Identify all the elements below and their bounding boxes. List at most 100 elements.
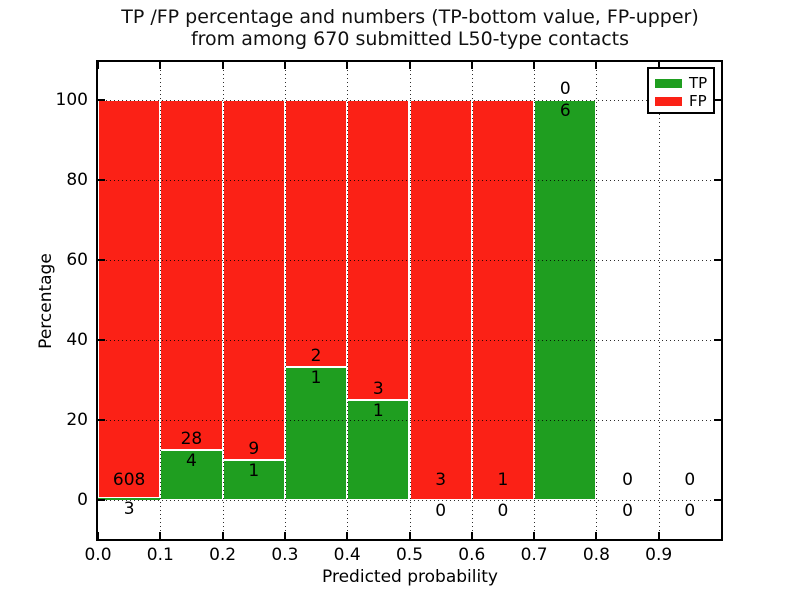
chart-title-line1: TP /FP percentage and numbers (TP-bottom… (121, 6, 699, 28)
tp-legend-swatch (655, 78, 682, 88)
x-tick-mark (409, 62, 411, 69)
bar-segment-fp (222, 100, 285, 460)
gridline-horizontal (98, 500, 721, 501)
fp-count-label: 608 (112, 470, 146, 490)
gridline-vertical (659, 62, 660, 539)
x-tick-mark (471, 532, 473, 539)
fp-count-label: 28 (180, 429, 203, 449)
legend-label-fp: FP (689, 92, 707, 110)
x-tick-label: 0.5 (395, 545, 424, 565)
gridline-horizontal (98, 100, 721, 101)
tp-count-label: 0 (497, 501, 509, 521)
bar-segment-tp (98, 498, 161, 500)
gridline-horizontal (98, 340, 721, 341)
x-tick-label: 0.7 (520, 545, 548, 565)
y-tick-mark (98, 179, 105, 181)
x-tick-mark (97, 532, 99, 539)
tp-count-label: 0 (435, 501, 447, 521)
x-tick-mark (595, 62, 597, 69)
y-axis-label: Percentage (36, 253, 56, 349)
y-tick-label: 40 (66, 330, 88, 350)
x-tick-label: 0.4 (333, 545, 361, 565)
x-tick-mark (222, 532, 224, 539)
fp-count-label: 3 (435, 470, 447, 490)
y-tick-mark (98, 499, 105, 501)
bar-segment-fp (284, 100, 348, 367)
tp-count-label: 3 (123, 499, 135, 520)
y-tick-mark (98, 419, 105, 421)
y-tick-label: 80 (66, 170, 88, 190)
x-tick-mark (595, 532, 597, 539)
tp-count-label: 1 (310, 367, 322, 388)
x-tick-mark (658, 532, 660, 539)
y-tick-mark (714, 259, 721, 261)
y-tick-mark (98, 99, 105, 101)
x-tick-label: 0.1 (146, 545, 174, 565)
legend-label-tp: TP (689, 74, 708, 92)
x-tick-mark (471, 62, 473, 69)
x-tick-label: 0.2 (209, 545, 237, 565)
tp-count-label: 0 (622, 501, 633, 521)
bar-segment-fp (471, 100, 535, 500)
x-tick-label: 0.0 (84, 545, 112, 565)
x-tick-mark (533, 532, 535, 539)
bar-segment-fp (98, 100, 161, 499)
gridline-horizontal (98, 420, 721, 421)
gridline-vertical (285, 62, 286, 539)
x-tick-mark (97, 62, 99, 69)
tp-count-label: 0 (684, 501, 696, 521)
gridline-vertical (410, 62, 411, 539)
gridline-vertical (534, 62, 535, 539)
bar-segment-fp (160, 100, 223, 450)
tp-count-label: 1 (372, 401, 384, 421)
x-tick-mark (159, 62, 161, 69)
tp-count-label: 6 (559, 101, 571, 121)
y-tick-mark (714, 419, 721, 421)
y-tick-mark (714, 99, 721, 101)
y-tick-mark (714, 499, 721, 501)
x-tick-label: 0.9 (645, 545, 673, 565)
legend: TP FP (647, 67, 715, 114)
fp-count-label: 0 (622, 470, 633, 490)
fp-count-label: 0 (684, 470, 696, 490)
bar-segment-fp (347, 100, 410, 400)
y-tick-mark (98, 339, 105, 341)
x-tick-mark (284, 62, 286, 69)
x-tick-mark (159, 532, 161, 539)
bar-segment-tp (284, 366, 348, 500)
fp-count-label: 9 (248, 439, 260, 459)
x-tick-label: 0.8 (582, 545, 610, 565)
x-tick-mark (346, 62, 348, 69)
x-tick-label: 0.6 (458, 545, 486, 565)
y-tick-label: 20 (66, 410, 88, 430)
x-axis-label: Predicted probability (322, 567, 498, 587)
bar-segment-fp (409, 100, 472, 500)
tp-count-label: 1 (248, 461, 260, 481)
legend-item-fp: FP (649, 92, 713, 110)
fp-count-label: 3 (372, 379, 384, 399)
gridline-horizontal (98, 260, 721, 261)
x-tick-mark (409, 532, 411, 539)
fp-legend-swatch (655, 96, 682, 106)
y-tick-mark (714, 179, 721, 181)
gridline-vertical (472, 62, 473, 539)
x-tick-mark (284, 532, 286, 539)
fp-count-label: 1 (497, 470, 509, 490)
fp-count-label: 2 (310, 345, 322, 366)
y-tick-label: 100 (55, 90, 88, 110)
bar-segment-tp (222, 460, 285, 500)
gridline-vertical (596, 62, 597, 539)
gridline-vertical (347, 62, 348, 539)
gridline-vertical (223, 62, 224, 539)
x-tick-mark (222, 62, 224, 69)
x-tick-label: 0.3 (271, 545, 299, 565)
fp-count-label: 0 (559, 79, 571, 99)
tp-count-label: 4 (186, 451, 197, 471)
plot-area: 608 3 28 4 9 1 2 1 3 1 3 0 1 0 0 6 0 0 0 0 (96, 60, 723, 541)
x-tick-mark (658, 62, 660, 69)
x-tick-mark (346, 532, 348, 539)
y-tick-label: 0 (77, 490, 88, 510)
gridline-horizontal (98, 180, 721, 181)
x-tick-mark (533, 62, 535, 69)
